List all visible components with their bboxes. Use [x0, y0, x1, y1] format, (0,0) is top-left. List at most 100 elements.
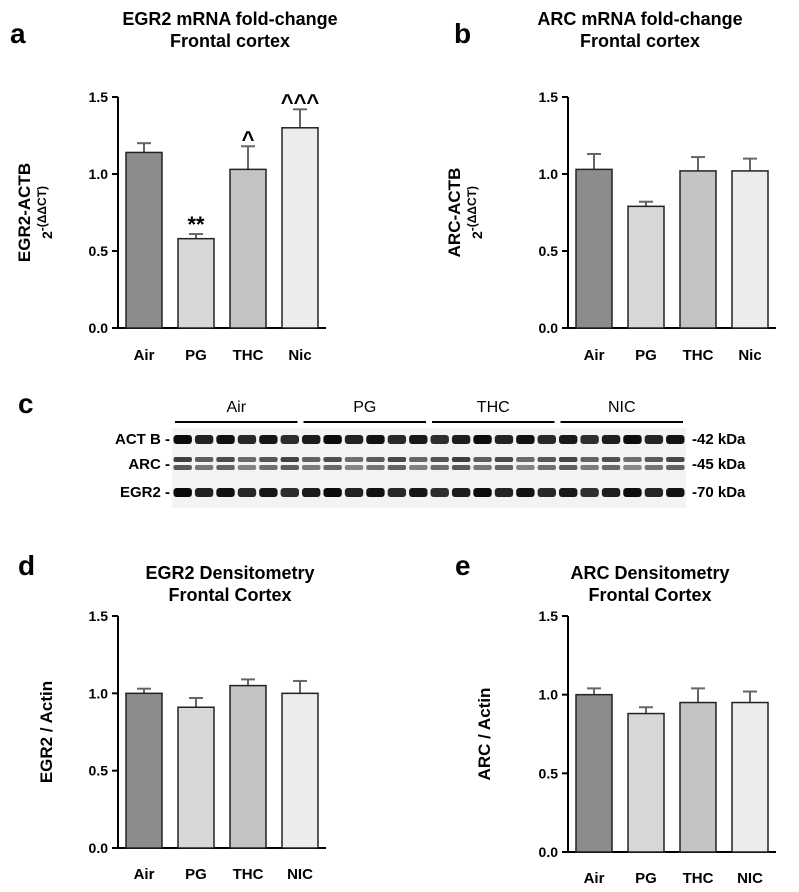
wb-band-egr2	[409, 488, 428, 497]
wb-band-egr2	[302, 488, 321, 497]
wb-band-actb	[559, 435, 578, 444]
chart-b-y-tick-label: 1.0	[539, 166, 559, 182]
chart-d-bar-air	[125, 692, 163, 849]
wb-band-arc-upper	[623, 457, 642, 462]
wb-band-arc-lower	[623, 465, 642, 470]
chart-a-y-label-exponent: 2-(ΔΔCT)	[35, 186, 55, 239]
wb-band-arc-lower	[666, 465, 685, 470]
wb-band-actb	[473, 435, 492, 444]
wb-band-arc-lower	[601, 465, 621, 470]
chart-b-y-tick-label: 0.0	[539, 320, 559, 336]
wb-band-arc-upper	[430, 457, 449, 462]
wb-band-arc-lower	[323, 465, 342, 470]
wb-band-egr2	[280, 488, 299, 497]
wb-band-egr2	[216, 488, 235, 497]
chart-b-title-line2: Frontal cortex	[579, 31, 701, 51]
wb-band-arc-lower	[173, 465, 192, 470]
wb-band-actb	[344, 435, 364, 444]
wb-band-egr2	[473, 488, 492, 497]
chart-b-category-label: Nic	[738, 347, 761, 364]
wb-band-egr2	[559, 488, 578, 497]
chart-e-category-label: NIC	[737, 870, 763, 887]
chart-b-y-label-base: 2	[469, 231, 485, 239]
chart-a-bar-pg	[177, 237, 215, 329]
wb-band-arc-lower	[451, 465, 471, 470]
wb-size-label: -42 kDa	[692, 431, 746, 448]
chart-e-y-label: ARC / Actin	[475, 688, 494, 781]
wb-band-actb	[237, 435, 257, 444]
panel-letter-d: d	[18, 550, 36, 581]
wb-row-label: ARC -	[128, 456, 170, 473]
wb-band-arc-upper	[216, 457, 235, 462]
wb-band-actb	[430, 435, 449, 444]
wb-band-arc-lower	[366, 465, 385, 470]
wb-band-arc-upper	[409, 457, 428, 462]
wb-band-actb	[580, 435, 599, 444]
chart-d-y-tick-label: 1.0	[89, 685, 109, 701]
chart-b-bar-thc	[679, 170, 717, 329]
wb-band-arc-lower	[216, 465, 235, 470]
chart-a-y-tick-label: 1.5	[89, 89, 109, 105]
wb-band-egr2	[580, 488, 599, 497]
wb-band-arc-lower	[387, 465, 407, 470]
chart-a-category-label: Air	[134, 347, 155, 364]
wb-band-egr2	[494, 488, 514, 497]
wb-band-arc-upper	[344, 457, 364, 462]
wb-band-actb	[644, 435, 664, 444]
panel-letter-c: c	[18, 388, 34, 419]
chart-b-bar-nic	[731, 170, 769, 329]
wb-band-arc-lower	[259, 465, 278, 470]
chart-e-category-label: PG	[635, 870, 657, 887]
wb-band-egr2	[237, 488, 257, 497]
wb-band-actb	[302, 435, 321, 444]
panel-letter-b: b	[454, 18, 472, 49]
chart-d-bar-nic	[281, 692, 319, 849]
wb-band-arc-lower	[644, 465, 664, 470]
chart-e-title-line1: ARC Densitometry	[570, 563, 730, 583]
wb-band-arc-upper	[516, 457, 535, 462]
wb-band-arc-lower	[473, 465, 492, 470]
chart-d: 0.0 0.5 1.0 1.5 Air PG THC NIC EGR2 / Actin	[37, 608, 326, 883]
wb-band-arc-upper	[537, 457, 556, 462]
chart-b-title-line1: ARC mRNA fold-change	[537, 9, 743, 29]
chart-a-category-label: THC	[233, 347, 264, 364]
wb-band-arc-upper	[666, 457, 685, 462]
wb-band-arc-upper	[473, 457, 492, 462]
wb-band-actb	[516, 435, 535, 444]
chart-e-bar-air	[575, 693, 613, 853]
wb-band-arc-upper	[259, 457, 278, 462]
wb-band-arc-upper	[494, 457, 514, 462]
wb-band-arc-lower	[559, 465, 578, 470]
chart-d-title-line1: EGR2 Densitometry	[145, 563, 315, 583]
wb-band-egr2	[259, 488, 278, 497]
chart-e-y-tick-label: 0.0	[539, 844, 559, 860]
chart-e-title: ARC Densitometry Frontal Cortex	[510, 562, 790, 606]
wb-band-egr2	[366, 488, 385, 497]
wb-band-arc-upper	[451, 457, 471, 462]
chart-a-title-line1: EGR2 mRNA fold-change	[122, 9, 338, 29]
wb-band-arc-lower	[237, 465, 257, 470]
wb-group-label: NIC	[608, 399, 636, 416]
wb-band-actb	[216, 435, 235, 444]
chart-e-y-tick-label: 0.5	[539, 765, 559, 781]
chart-a-significance-mark: **	[187, 212, 205, 237]
wb-row-label: EGR2 -	[120, 484, 170, 501]
chart-e-bar-pg	[627, 712, 665, 853]
chart-e-y-tick-label: 1.5	[539, 608, 559, 624]
wb-band-egr2	[173, 488, 192, 497]
chart-d-bar-thc	[229, 684, 267, 849]
chart-e-category-label: Air	[584, 870, 605, 887]
chart-b-category-label: Air	[584, 347, 605, 364]
wb-band-arc-upper	[323, 457, 342, 462]
chart-d-y-tick-label: 1.5	[89, 608, 109, 624]
wb-band-arc-upper	[194, 457, 214, 462]
wb-band-actb	[451, 435, 471, 444]
wb-band-egr2	[623, 488, 642, 497]
chart-b-category-label: PG	[635, 347, 657, 364]
chart-e-bar-thc	[679, 701, 717, 853]
wb-band-arc-upper	[644, 457, 664, 462]
wb-size-label: -70 kDa	[692, 484, 746, 501]
wb-band-arc-lower	[409, 465, 428, 470]
